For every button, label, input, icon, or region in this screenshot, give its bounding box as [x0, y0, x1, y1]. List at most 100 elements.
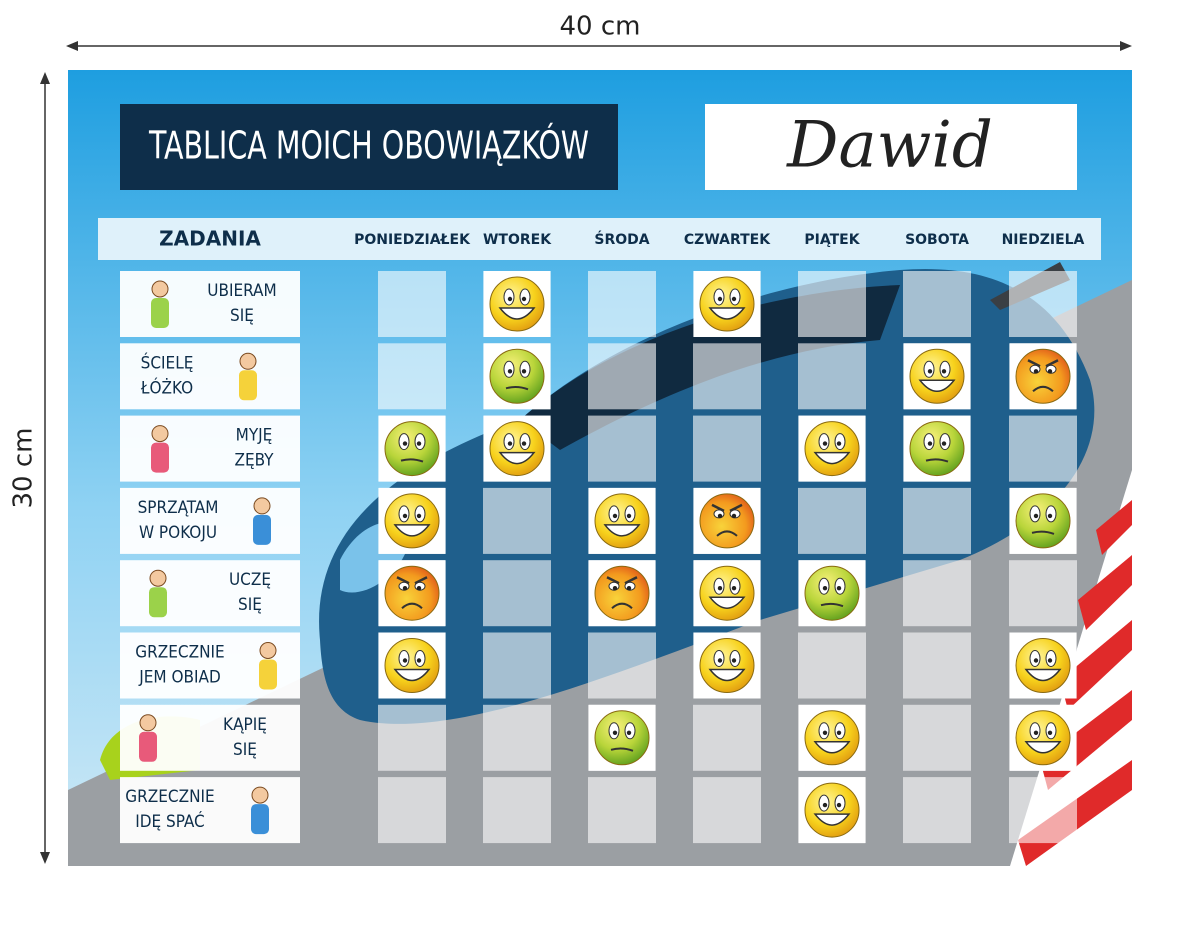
sticker	[589, 487, 655, 554]
eye	[398, 433, 410, 451]
sticker	[694, 632, 760, 699]
task-icon-body	[151, 298, 169, 328]
mouth	[603, 524, 641, 537]
cell	[1009, 415, 1077, 482]
cell	[378, 343, 446, 410]
chart-grid: PONIEDZIAŁEK WTOREK ŚRODA CZWARTEK PIĄTEK SOB…	[120, 230, 1085, 844]
cell	[798, 632, 866, 699]
eye	[939, 360, 951, 378]
pupil	[402, 513, 408, 519]
mouth	[813, 741, 851, 754]
pupil	[507, 296, 513, 302]
header-bar	[98, 218, 1101, 260]
sticker	[589, 704, 655, 771]
eye	[414, 650, 426, 667]
mouth	[401, 602, 423, 609]
eye	[729, 650, 741, 667]
task-label: MYJĘ	[236, 426, 273, 446]
eye	[834, 722, 846, 740]
face	[699, 638, 755, 693]
eye	[818, 722, 830, 740]
sticker	[694, 271, 760, 337]
task-label: ZĘBY	[234, 451, 274, 471]
face	[804, 782, 860, 838]
mouth	[1031, 530, 1055, 535]
pupil	[1033, 513, 1039, 519]
mouth	[813, 451, 851, 465]
cell	[483, 632, 551, 699]
cell	[588, 271, 656, 337]
cell	[798, 271, 866, 337]
pupil	[416, 441, 422, 446]
eye	[729, 288, 741, 306]
pupil	[507, 441, 513, 446]
pupil	[717, 296, 723, 302]
task-icon-head	[151, 425, 169, 443]
task-label: SIĘ	[238, 595, 262, 615]
cell	[693, 777, 761, 844]
mouth	[610, 747, 634, 752]
eye	[414, 505, 426, 523]
sticker	[484, 271, 550, 337]
pupil	[1047, 730, 1053, 735]
pupil	[717, 586, 723, 591]
cell	[693, 343, 761, 410]
face	[1015, 710, 1071, 766]
face	[909, 348, 965, 404]
cell	[903, 777, 971, 844]
eye	[713, 650, 725, 667]
pupil	[1033, 369, 1039, 374]
task-label: GRZECZNIE	[125, 787, 214, 807]
cell	[378, 271, 446, 337]
task-label: W POKOJU	[139, 523, 217, 543]
eye	[503, 433, 515, 451]
mouth	[498, 307, 536, 320]
mouth	[393, 524, 431, 537]
face	[594, 493, 650, 549]
mouth	[820, 602, 844, 608]
pupil	[836, 802, 842, 808]
mouth	[925, 458, 949, 463]
face	[489, 276, 545, 332]
face	[804, 710, 860, 766]
pupil	[927, 441, 933, 446]
eye	[713, 288, 725, 306]
cell	[903, 560, 971, 627]
title: TABLICA MOICH OBOWIĄZKÓW	[148, 124, 589, 168]
pupil	[1047, 513, 1053, 519]
cell	[903, 271, 971, 337]
face	[1015, 638, 1071, 693]
cell	[1009, 560, 1077, 627]
cell	[1009, 271, 1077, 337]
mouth	[918, 379, 956, 393]
child-name: Dawid	[786, 109, 993, 183]
tasks-header: ZADANIA	[159, 227, 261, 251]
task-icon-body	[253, 514, 271, 545]
eye	[923, 360, 935, 378]
pupil	[416, 586, 422, 591]
mouth	[708, 668, 746, 682]
eye	[818, 433, 830, 451]
task-label: ŚCIELĘ	[141, 351, 194, 373]
sticker	[799, 704, 865, 771]
dimension-height	[40, 72, 50, 864]
cell	[588, 343, 656, 410]
face	[804, 565, 860, 621]
task-label: JEM OBIAD	[138, 668, 221, 688]
eye	[923, 433, 935, 451]
sticker	[589, 560, 655, 627]
face	[699, 565, 755, 621]
pupil	[1033, 730, 1039, 735]
pupil	[836, 441, 842, 446]
pupil	[836, 730, 842, 735]
task-icon-body	[139, 731, 157, 762]
day-label: SOBOTA	[905, 232, 969, 248]
eye	[818, 794, 830, 812]
pupil	[731, 513, 737, 519]
pupil	[612, 730, 618, 735]
task-icon-body	[151, 442, 169, 473]
cell	[588, 777, 656, 844]
eye	[414, 433, 426, 451]
cell	[693, 415, 761, 482]
